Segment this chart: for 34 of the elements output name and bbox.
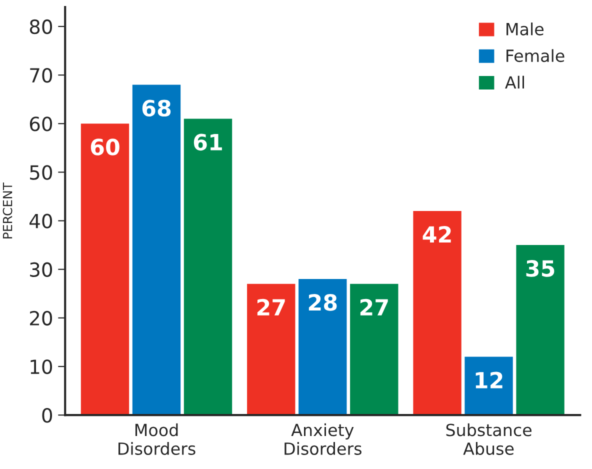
data-label: 61 <box>194 134 222 151</box>
bar <box>464 356 513 416</box>
bar <box>413 211 462 416</box>
y-tick-label: 40 <box>30 214 52 228</box>
data-label: 27 <box>360 298 388 316</box>
data-label: 27 <box>257 298 285 316</box>
bar <box>516 245 564 416</box>
data-label: 60 <box>90 138 120 156</box>
y-tick-label: 20 <box>30 310 52 326</box>
y-axis-title: PERCENT <box>2 182 12 238</box>
y-tick-label: 80 <box>30 19 52 34</box>
bar <box>350 284 398 416</box>
data-label: 35 <box>526 260 554 277</box>
data-label: 68 <box>142 100 171 117</box>
x-tick-label: Substance Abuse <box>446 423 532 455</box>
y-tick-label: 70 <box>30 68 52 83</box>
legend-label: All <box>505 76 524 88</box>
y-tick-label: 10 <box>30 359 52 374</box>
legend-label: Female <box>506 49 564 62</box>
x-tick-label: Anxiety Disorders <box>284 423 362 455</box>
bar <box>80 124 130 416</box>
data-label: 42 <box>422 226 451 243</box>
bar <box>298 279 347 416</box>
y-tick-label: 30 <box>30 262 52 278</box>
legend-label: Male <box>506 22 544 36</box>
data-label: 12 <box>476 372 502 388</box>
y-tick-label: 0 <box>42 408 52 423</box>
y-tick-label: 60 <box>30 116 52 132</box>
data-label: 28 <box>308 294 337 311</box>
bar <box>184 118 232 416</box>
bar <box>132 84 181 416</box>
y-tick-label: 50 <box>30 165 52 180</box>
x-tick-label: Mood Disorders <box>118 423 196 455</box>
bar <box>247 284 296 416</box>
